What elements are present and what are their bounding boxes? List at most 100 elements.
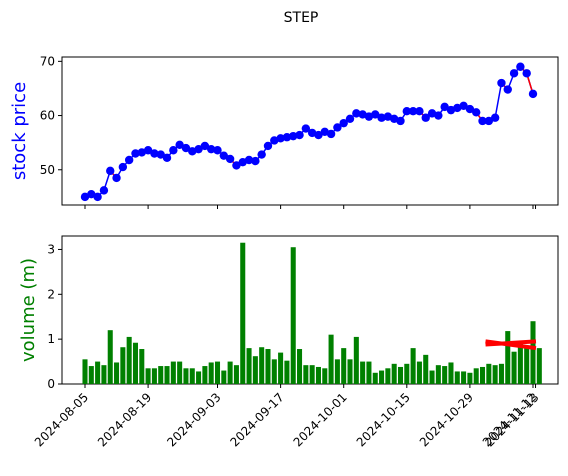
price-point [282,133,292,142]
volume-bar [183,368,189,384]
volume-bar [196,371,202,384]
volume-bar [120,347,126,384]
price-point [213,146,222,155]
volume-bar [530,321,536,384]
price-point [358,110,367,119]
price-point [169,146,178,155]
volume-bar [145,368,151,384]
volume-bar [177,361,183,384]
price-point [124,155,134,165]
price-point [528,89,538,99]
volume-bar [467,372,473,384]
volume-bar [505,331,511,384]
volume-bar [479,366,486,384]
volume-bar [404,363,410,384]
volume-bar [328,334,334,384]
volume-bar [334,359,340,384]
volume-bar [88,366,94,384]
price-point [421,113,430,122]
price-point [200,141,210,151]
price-point [371,110,380,119]
price-y-axis-label: stock price [9,82,30,180]
price-point [377,113,386,122]
price-point [295,130,304,140]
price-point [232,161,241,170]
price-point [389,114,399,124]
volume-bar [391,363,397,384]
volume-bar [385,368,391,384]
volume-bar [202,366,208,384]
price-point [175,140,184,150]
price-point [364,112,374,121]
x-tick-label: 2024-09-03 [164,390,223,449]
price-point [465,104,475,114]
price-point [93,192,102,202]
price-point [162,153,172,163]
price-point [131,149,140,158]
volume-bar [82,359,88,384]
price-point [434,111,443,120]
x-tick-label: 2024-11-13 [482,390,541,449]
volume-bar [221,370,227,384]
volume-bar [214,361,221,384]
price-point [118,162,128,172]
price-point [150,149,159,158]
volume-bar [429,370,435,384]
volume-bar [259,347,265,384]
price-point [320,127,329,137]
volume-y-tick-label: 0 [47,377,55,391]
price-point [446,105,456,115]
volume-bar [170,361,176,384]
volume-bar [492,365,498,384]
price-point [225,154,235,164]
volume-bar [101,365,107,384]
price-point [257,150,266,159]
x-tick-label: 2024-08-05 [32,390,91,449]
volume-bar [240,242,246,384]
price-point [503,85,512,94]
price-point [137,148,146,157]
price-point [408,107,418,116]
price-point [396,116,405,126]
volume-bar [246,348,252,384]
price-point [427,109,437,118]
volume-bar [379,370,385,384]
volume-bar [290,247,296,384]
price-point [270,136,279,145]
price-point [307,128,317,138]
price-point [339,118,348,128]
price-point [112,173,121,183]
volume-bar [461,371,467,384]
price-point [181,143,191,153]
price-y-tick-label: 60 [40,109,55,123]
price-point [87,189,96,199]
volume-bar [233,365,239,384]
price-point [251,156,260,166]
price-point [244,155,254,165]
price-y-tick-label: 70 [40,54,55,68]
price-point [333,123,342,132]
volume-bar [322,368,328,384]
volume-bar [486,363,492,384]
volume-bar [164,366,170,384]
chart-title: STEP [284,10,319,26]
x-axis-ticks: 2024-08-05 2024-08-19 2024-09-03 2024-09-17… [32,205,542,449]
price-point [314,130,323,140]
price-point [345,114,355,124]
volume-bar [341,348,347,384]
price-point [383,112,393,121]
price-point [478,116,487,126]
volume-bars [82,242,542,384]
volume-bar [442,366,448,384]
x-tick-label: 2024-08-19 [95,390,154,449]
price-point [194,144,203,154]
volume-trend-line [485,339,537,347]
volume-bar [227,361,233,384]
volume-bar [315,366,321,384]
x-tick-label: 2024-09-17 [228,390,287,449]
volume-y-tick-label: 1 [47,332,55,346]
price-point [516,62,525,71]
volume-bar [139,349,145,384]
price-point [402,107,412,116]
volume-bar [435,365,441,384]
